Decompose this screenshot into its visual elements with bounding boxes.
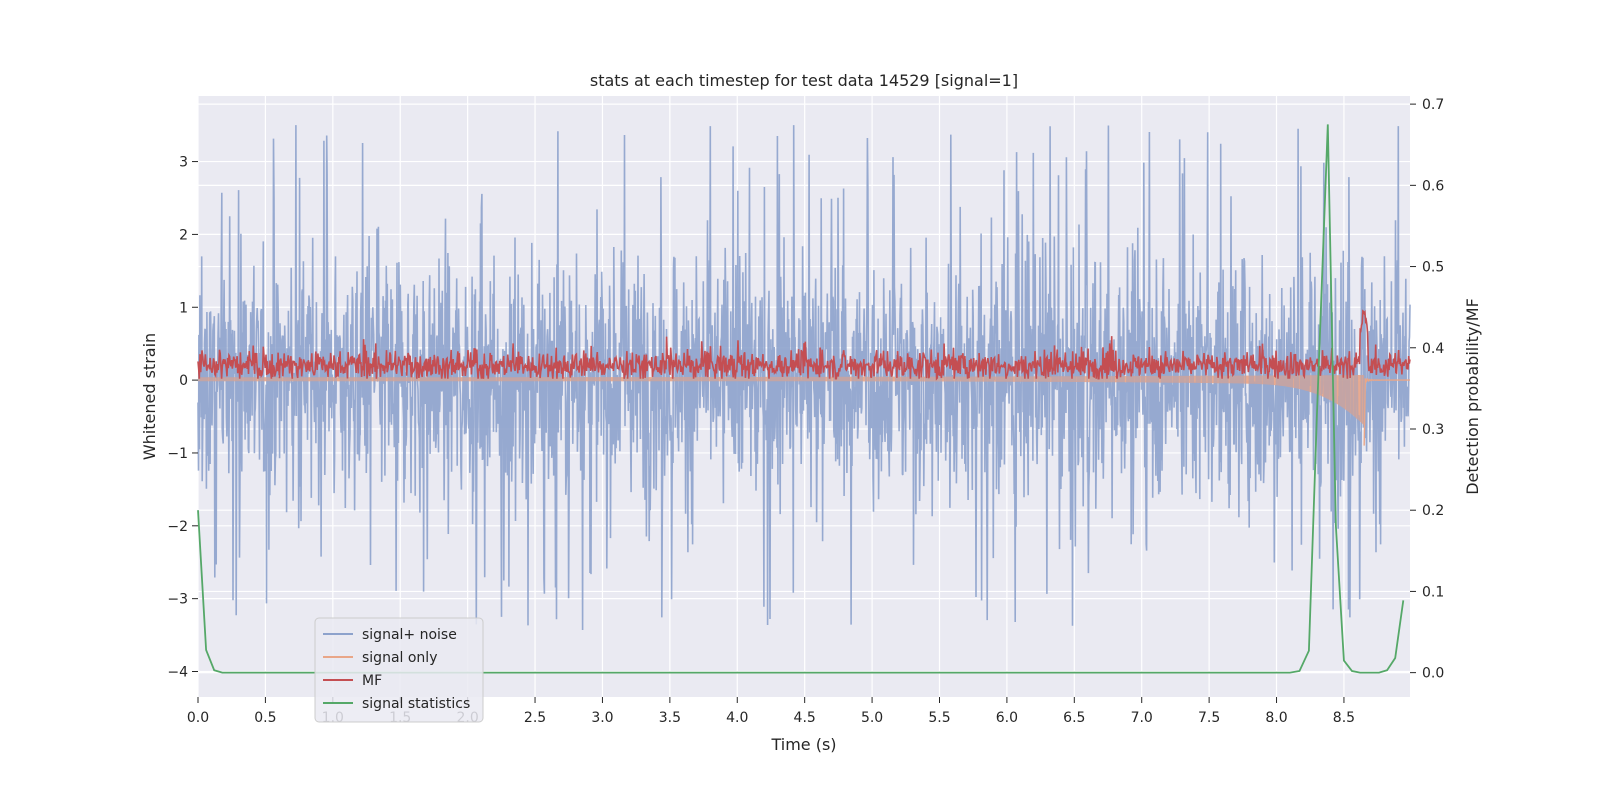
x-tick-label: 5.5	[928, 710, 950, 726]
mf-series	[197, 309, 1411, 381]
x-tick-label: 0.0	[187, 710, 209, 726]
x-tick-label: 6.5	[1063, 710, 1085, 726]
series-layer	[197, 124, 1411, 674]
signal-only-tail	[1363, 377, 1410, 446]
legend-entry: signal only	[362, 650, 437, 666]
y-tick-label: 1	[179, 300, 188, 316]
y-right-tick-label: 0.0	[1422, 666, 1444, 682]
signal-statistics-series	[197, 124, 1405, 674]
x-tick-label: 8.5	[1333, 710, 1355, 726]
y-tick-label: 3	[179, 155, 188, 171]
legend-box	[314, 617, 484, 723]
y-tick-label: 2	[179, 227, 188, 243]
axes: 0.00.51.01.52.02.53.03.54.04.55.05.56.06…	[167, 97, 1444, 726]
chart-title: stats at each timestep for test data 145…	[590, 71, 1018, 90]
y-tick-label: 0	[179, 373, 188, 389]
x-tick-label: 7.0	[1131, 710, 1153, 726]
y-right-tick-label: 0.2	[1422, 503, 1444, 519]
x-tick-label: 3.5	[659, 710, 681, 726]
y-tick-label: −1	[167, 446, 188, 462]
y-right-tick-label: 0.5	[1422, 260, 1444, 276]
legend-entry: signal statistics	[362, 696, 470, 712]
signal-only-overlay	[198, 375, 1365, 426]
y-tick-label: −4	[167, 665, 188, 681]
x-axis-label: Time (s)	[770, 735, 836, 754]
x-tick-label: 5.0	[861, 710, 883, 726]
x-tick-label: 2.5	[524, 710, 546, 726]
x-tick-label: 4.0	[726, 710, 748, 726]
y-right-tick-label: 0.7	[1422, 97, 1444, 113]
legend: signal+ noise signal only MF signal statist…	[314, 617, 484, 723]
y-tick-label: −3	[167, 592, 188, 608]
y-right-tick-label: 0.3	[1422, 422, 1444, 438]
y-right-tick-label: 0.1	[1422, 584, 1444, 600]
y-axis-label: Whitened strain	[140, 333, 159, 460]
x-tick-label: 4.5	[794, 710, 816, 726]
y-right-tick-label: 0.4	[1422, 341, 1444, 357]
x-tick-label: 3.0	[591, 710, 613, 726]
y-axis-right-label: Detection probability/MF	[1463, 298, 1482, 495]
legend-entry: MF	[362, 673, 382, 689]
legend-entry: signal+ noise	[362, 627, 457, 643]
x-tick-label: 6.0	[996, 710, 1018, 726]
signal-plus-noise-series	[197, 125, 1411, 631]
x-tick-label: 0.5	[254, 710, 276, 726]
x-tick-label: 8.0	[1265, 710, 1287, 726]
y-tick-label: −2	[167, 519, 188, 535]
y-right-tick-label: 0.6	[1422, 178, 1444, 194]
x-tick-label: 7.5	[1198, 710, 1220, 726]
